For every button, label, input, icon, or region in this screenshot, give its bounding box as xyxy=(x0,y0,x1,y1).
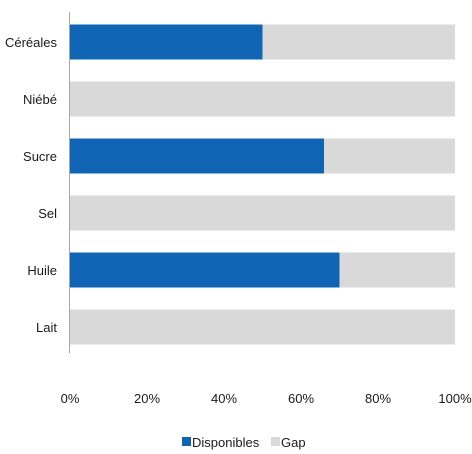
bar-sucre-disponibles xyxy=(70,138,325,174)
x-tick-label: 60% xyxy=(288,391,314,406)
bar-cereales-gap xyxy=(262,24,455,60)
x-tick-label: 100% xyxy=(438,391,472,406)
legend-swatch-disponibles xyxy=(182,437,191,446)
x-tick-labels: 0% 20% 40% 60% 80% 100% xyxy=(61,391,472,406)
category-label-sucre: Sucre xyxy=(23,149,57,164)
x-tick-label: 80% xyxy=(365,391,391,406)
x-tick-label: 40% xyxy=(211,391,237,406)
x-tick-label: 20% xyxy=(134,391,160,406)
bar-cereales-disponibles xyxy=(70,24,263,60)
category-label-niebe: Niébé xyxy=(23,92,57,107)
bar-sucre-gap xyxy=(324,138,455,174)
bar-sel-gap xyxy=(70,195,455,231)
bar-huile-disponibles xyxy=(70,252,340,288)
bars-group xyxy=(70,24,455,345)
legend-label-disponibles: Disponibles xyxy=(192,435,260,450)
bar-lait-gap xyxy=(70,309,455,345)
category-labels: Céréales Niébé Sucre Sel Huile Lait xyxy=(5,35,58,335)
legend-swatch-gap xyxy=(271,437,280,446)
legend: Disponibles Gap xyxy=(182,435,306,450)
category-label-huile: Huile xyxy=(27,263,57,278)
category-label-lait: Lait xyxy=(36,320,57,335)
bar-niebe-gap xyxy=(70,81,455,117)
bar-huile-gap xyxy=(339,252,455,288)
category-label-cereales: Céréales xyxy=(5,35,58,50)
x-tick-label: 0% xyxy=(61,391,80,406)
legend-label-gap: Gap xyxy=(281,435,306,450)
category-label-sel: Sel xyxy=(38,206,57,221)
